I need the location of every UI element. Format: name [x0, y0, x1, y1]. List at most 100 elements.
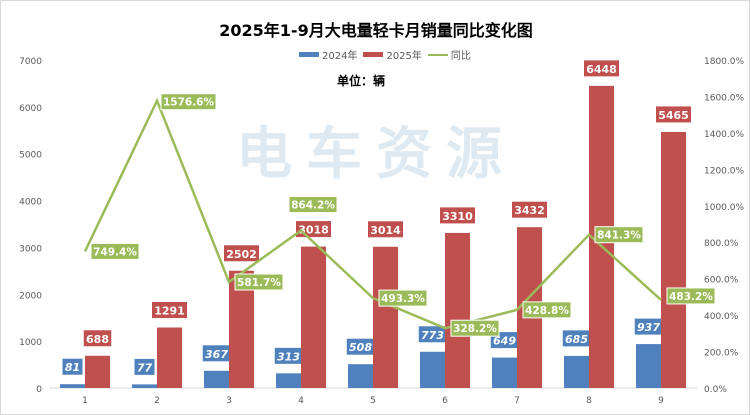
legend: 2024年 2025年 同比 [299, 47, 471, 62]
right-axis-tick: 0.0% [704, 385, 727, 395]
data-label-box [151, 301, 188, 320]
data-label-box [133, 357, 156, 376]
left-axis-tick: 5000 [19, 151, 42, 161]
data-label: 3014 [370, 224, 401, 237]
data-label: 5465 [658, 109, 689, 122]
data-label-box [655, 105, 692, 124]
data-label: 6448 [586, 63, 617, 76]
legend-label: 2024年 [322, 51, 358, 62]
data-label: 3018 [298, 224, 329, 237]
left-axis-tick: 6000 [19, 104, 42, 114]
data-label: 685 [565, 333, 588, 346]
left-axis-tick: 7000 [19, 57, 42, 67]
watermark: 电车资源 [236, 122, 516, 187]
legend-swatch [427, 53, 448, 56]
yoy-label: 749.4% [93, 246, 137, 258]
data-label: 649 [493, 335, 516, 348]
yoy-label-box [522, 301, 572, 319]
legend-swatch [363, 52, 384, 57]
x-axis-tick: 7 [514, 396, 520, 406]
bar-2025 [373, 246, 398, 388]
data-label: 1291 [154, 305, 185, 318]
data-label: 2502 [226, 248, 257, 261]
chart-title: 2025年1-9月大电量轻卡月销量同比变化图 [219, 21, 533, 40]
yoy-label: 328.2% [453, 323, 497, 335]
bar-2025 [661, 131, 686, 388]
right-axis-tick: 600.0% [704, 276, 739, 286]
x-axis-tick: 8 [586, 396, 592, 406]
yoy-label-box [450, 319, 500, 337]
x-axis-tick: 5 [370, 396, 376, 406]
bar-2025 [445, 232, 470, 388]
yoy-line [83, 97, 662, 330]
yoy-label: 483.2% [669, 291, 713, 303]
data-label-box [439, 206, 476, 225]
right-axis-tick: 1000.0% [704, 203, 744, 213]
data-label: 937 [637, 321, 660, 334]
legend-item-2024: 2024年 [299, 47, 357, 62]
x-axis-tick: 1 [82, 396, 88, 406]
bar-2024 [420, 351, 445, 388]
right-axis-tick: 800.0% [704, 239, 739, 249]
legend-label: 同比 [450, 51, 471, 62]
data-label: 688 [86, 333, 109, 346]
x-axis-tick: 3 [226, 396, 232, 406]
data-label: 3310 [442, 210, 473, 223]
bar-2025 [85, 355, 110, 388]
left-axis-tick: 4000 [19, 198, 42, 208]
bar-2024 [204, 370, 229, 388]
yoy-label-box [90, 242, 140, 260]
data-label: 367 [205, 348, 228, 361]
x-axis-tick: 4 [298, 396, 304, 406]
data-label-box [367, 220, 404, 239]
bar-2025 [301, 246, 326, 388]
yoy-label: 1576.6% [163, 97, 215, 109]
right-axis-tick: 1400.0% [704, 130, 744, 140]
legend-item-2025: 2025年 [363, 47, 422, 62]
bar-2024 [348, 364, 373, 388]
right-axis-tick: 1600.0% [704, 93, 744, 103]
bar-2024 [132, 384, 157, 388]
data-label-box [511, 200, 548, 219]
yoy-label: 493.3% [381, 293, 425, 305]
data-label: 508 [349, 341, 372, 354]
left-axis-tick: 1000 [19, 338, 42, 348]
unit-label: 单位：辆 [337, 74, 386, 88]
yoy-label-box [666, 287, 716, 305]
data-label: 81 [65, 361, 80, 374]
right-axis-tick: 1200.0% [704, 166, 744, 176]
data-label-box [82, 329, 113, 348]
legend-swatch [299, 52, 319, 57]
yoy-label-box [594, 226, 644, 244]
legend-item-yoy: 同比 [427, 47, 471, 62]
yoy-label: 864.2% [291, 200, 335, 212]
yoy-label: 428.8% [525, 305, 569, 317]
yoy-label-box [160, 93, 217, 111]
bar-2024 [636, 344, 661, 388]
x-axis-tick: 2 [154, 396, 160, 406]
bar-2024 [60, 384, 85, 388]
data-label-box [61, 357, 84, 376]
yoy-label-box [378, 289, 428, 307]
data-label-box [223, 244, 260, 263]
data-label: 3432 [514, 204, 545, 217]
yoy-label: 841.3% [597, 230, 641, 242]
right-axis-tick: 200.0% [704, 349, 739, 359]
x-axis-tick: 6 [442, 396, 448, 406]
data-label-box [583, 59, 620, 78]
x-axis-tick: 9 [658, 396, 664, 406]
left-axis-tick: 0 [36, 385, 42, 395]
yoy-label-box [234, 273, 284, 291]
yoy-label: 581.7% [237, 277, 281, 289]
data-label: 773 [421, 329, 444, 342]
right-axis-tick: 1800.0% [704, 57, 744, 67]
bar-2024 [492, 357, 517, 388]
data-label: 313 [277, 350, 300, 363]
right-axis-tick: 400.0% [704, 312, 739, 322]
left-axis-tick: 3000 [19, 244, 42, 254]
bar-2025 [157, 327, 182, 388]
bar-2024 [564, 355, 589, 388]
data-label: 77 [137, 361, 153, 374]
